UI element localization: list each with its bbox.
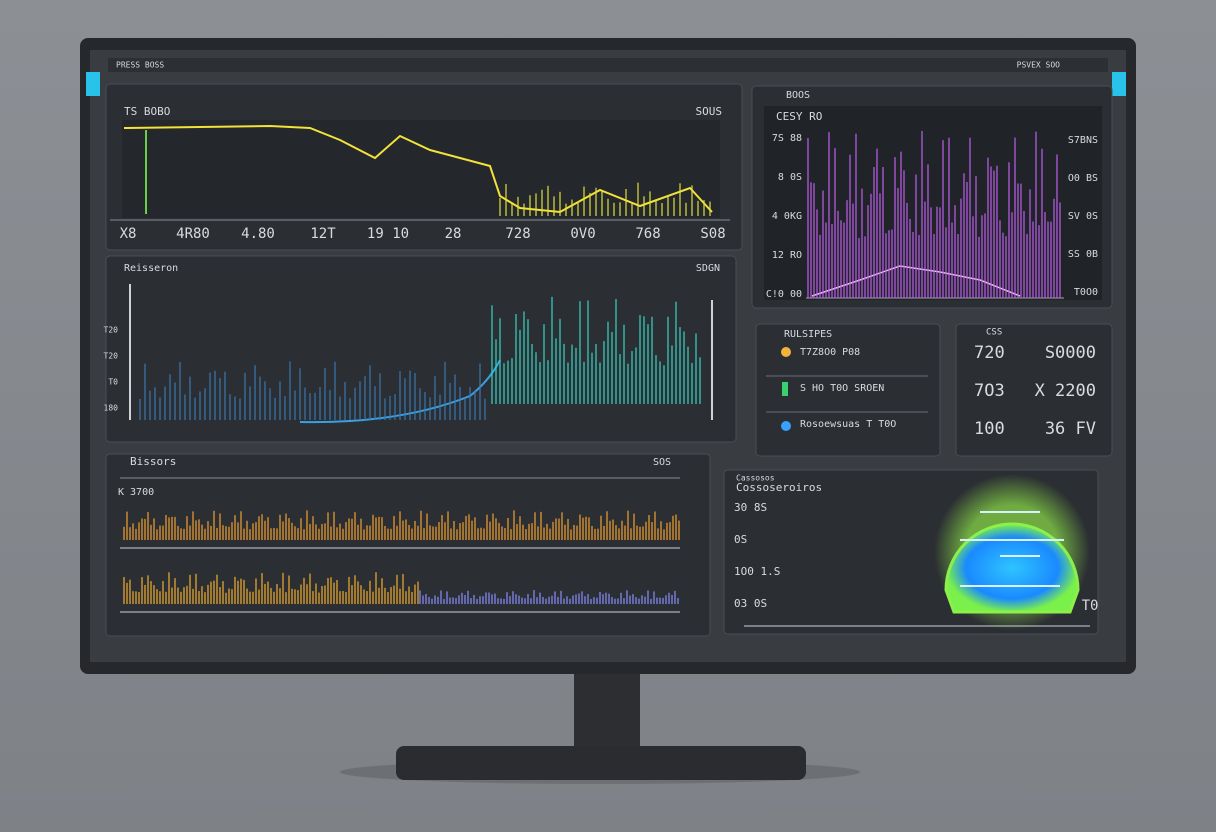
y-label: C!0 00 xyxy=(766,289,802,300)
readout-panel xyxy=(955,323,1113,457)
left-tab xyxy=(86,72,100,96)
label: PSVEX SOO xyxy=(1017,61,1061,70)
y-label: SS 0B xyxy=(1068,249,1098,260)
readout: 100 xyxy=(974,419,1005,439)
y-label: 4 0KG xyxy=(772,211,802,222)
status-dot xyxy=(782,382,788,396)
readout: 7O3 xyxy=(974,381,1005,401)
x-label: 4R80 xyxy=(176,226,210,242)
label: T0 xyxy=(1082,598,1099,614)
label: SOS xyxy=(653,457,671,468)
label: Reisseron xyxy=(124,263,178,274)
gauge-label: 30 8S xyxy=(734,501,767,514)
status-row: Rosoewsuas T T0O xyxy=(800,419,896,430)
label: BOOS xyxy=(786,90,810,101)
status-dot xyxy=(781,347,791,357)
readout: X 2200 xyxy=(1035,381,1096,401)
price-line xyxy=(123,124,713,214)
y-label: 8 0S xyxy=(778,172,802,183)
x-label: 28 xyxy=(445,226,462,242)
y-label: S7BNS xyxy=(1068,135,1098,146)
x-label: 4.80 xyxy=(241,226,275,242)
gauge-lines xyxy=(960,511,1064,587)
x-label: 12T xyxy=(310,226,336,242)
status-dot xyxy=(781,421,791,431)
y-label: 7S 88 xyxy=(772,133,802,144)
y-label: SV 0S xyxy=(1068,211,1098,222)
y-label: T0O0 xyxy=(1074,287,1098,298)
y-label: O0 BS xyxy=(1068,173,1098,184)
audio-panel xyxy=(105,453,711,637)
status-panel xyxy=(755,323,941,457)
price-plot xyxy=(122,120,720,218)
spectrum-curve xyxy=(811,265,1021,297)
label: Cassosos xyxy=(736,474,775,483)
x-label: 0V0 xyxy=(570,226,595,242)
status-row: T7Z8O0 P08 xyxy=(800,347,860,358)
readout: 36 FV xyxy=(1045,419,1096,439)
stand-base xyxy=(396,746,806,780)
y-label: 180 xyxy=(104,404,119,413)
right-tab xyxy=(1112,72,1126,96)
stand-neck xyxy=(574,668,640,754)
gauge xyxy=(944,522,1080,614)
top-bar xyxy=(108,58,1108,72)
gauge-label: 0S xyxy=(734,533,747,546)
gauge-label: 03 0S xyxy=(734,597,767,610)
y-label: T0 xyxy=(108,378,118,387)
status-row: S HO T0O SROEN xyxy=(800,383,884,394)
label: CESY RO xyxy=(776,110,822,123)
label: Cossoseroiros xyxy=(736,481,822,494)
readout: 720 xyxy=(974,343,1005,363)
x-label: X8 xyxy=(120,226,137,242)
label: Bissors xyxy=(130,455,176,468)
label: RULSIPES xyxy=(784,329,832,340)
label: SDGN xyxy=(696,263,720,274)
label: K 3700 xyxy=(118,487,154,498)
gauge-label: 1O0 1.S xyxy=(734,565,780,578)
wave-panel xyxy=(105,255,737,443)
readout: S0000 xyxy=(1045,343,1096,363)
x-label: S08 xyxy=(700,226,725,242)
label: CSS xyxy=(986,328,1002,338)
x-label: 19 10 xyxy=(367,226,409,242)
label: SOUS xyxy=(696,105,723,118)
y-label: T20 xyxy=(104,352,119,361)
y-label: T20 xyxy=(104,326,119,335)
x-label: 768 xyxy=(635,226,660,242)
label: PRESS BOSS xyxy=(116,61,164,70)
x-label: 728 xyxy=(505,226,530,242)
y-label: 12 RO xyxy=(772,250,802,261)
label: TS BOBO xyxy=(124,105,170,118)
